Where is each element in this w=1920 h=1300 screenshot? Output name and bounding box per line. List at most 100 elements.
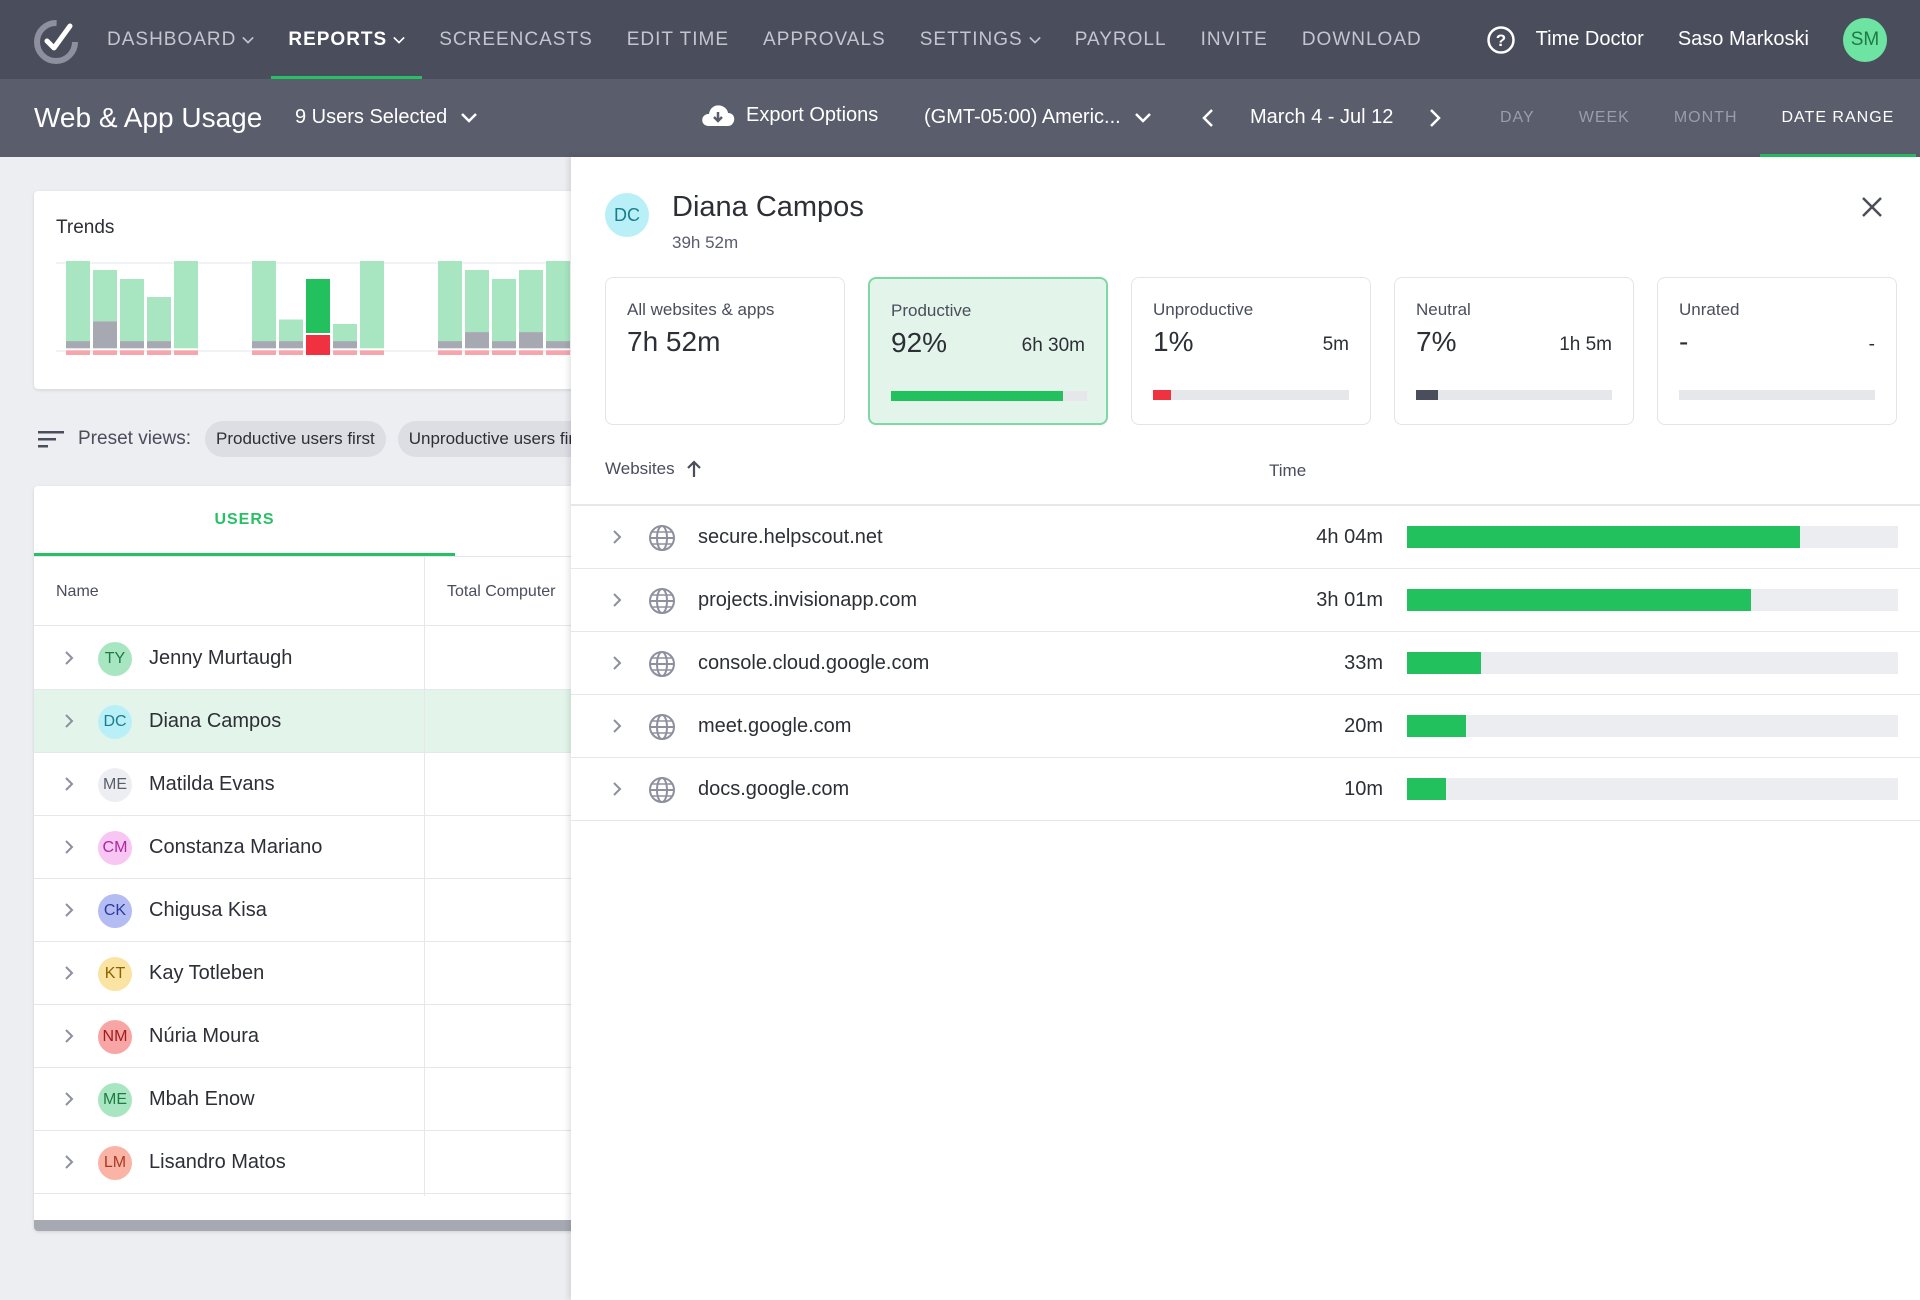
trend-bar-productive[interactable] [465, 270, 489, 333]
trend-bar-unproductive[interactable] [66, 350, 90, 355]
list-item[interactable]: docs.google.com 10m [571, 758, 1920, 821]
trend-bar-unproductive[interactable] [120, 350, 144, 355]
trend-bar-neutral[interactable] [252, 341, 276, 349]
nav-item-invite[interactable]: INVITE [1184, 0, 1285, 79]
trend-bar-productive[interactable] [306, 279, 330, 333]
trend-bar-productive[interactable] [147, 297, 171, 342]
trend-bar-unproductive[interactable] [279, 350, 303, 355]
list-item[interactable]: projects.invisionapp.com 3h 01m [571, 569, 1920, 632]
stat-card-neutral[interactable]: Neutral 7% 1h 5m [1394, 277, 1634, 425]
user-avatar[interactable]: SM [1843, 17, 1887, 62]
table-row[interactable]: TY Jenny Murtaugh [34, 627, 594, 690]
trend-bar-neutral[interactable] [438, 341, 462, 349]
trend-bar-productive[interactable] [333, 324, 357, 342]
trend-bar-unproductive[interactable] [252, 350, 276, 355]
trend-bar-productive[interactable] [546, 261, 570, 342]
trend-bar-unproductive[interactable] [360, 350, 384, 355]
trend-bar-neutral[interactable] [279, 341, 303, 349]
stat-card-unrated[interactable]: Unrated - - [1657, 277, 1897, 425]
panel-total-time: 39h 52m [672, 233, 739, 252]
trend-bar-neutral[interactable] [492, 341, 516, 349]
chevron-left-icon[interactable] [1198, 107, 1220, 129]
chevron-right-icon[interactable] [1423, 107, 1445, 129]
list-item[interactable]: secure.helpscout.net 4h 04m [571, 506, 1920, 569]
nav-item-download[interactable]: DOWNLOAD [1285, 0, 1439, 79]
table-row[interactable]: ME Matilda Evans [34, 753, 594, 816]
stat-progress-bar [1416, 390, 1612, 400]
trend-bar-unproductive[interactable] [147, 350, 171, 355]
nav-item-dashboard[interactable]: DASHBOARD [107, 0, 271, 79]
tab-date-range[interactable]: DATE RANGE [1759, 79, 1917, 157]
trend-bar-unproductive[interactable] [174, 350, 198, 355]
websites-column-header[interactable]: Websites [605, 459, 701, 479]
column-header-total-computer[interactable]: Total Computer [447, 583, 556, 600]
nav-item-settings[interactable]: SETTINGS [903, 0, 1058, 79]
stat-card-all-websites-apps[interactable]: All websites & apps 7h 52m [605, 277, 845, 425]
stat-card-productive[interactable]: Productive 92% 6h 30m [868, 277, 1108, 425]
preset-chip-unproductive[interactable]: Unproductive users first [397, 421, 599, 457]
trend-bar-unproductive[interactable] [438, 350, 462, 355]
user-name: Chigusa Kisa [149, 899, 267, 921]
trend-bar-neutral[interactable] [147, 341, 171, 349]
nav-item-approvals[interactable]: APPROVALS [746, 0, 903, 79]
trend-bar-unproductive[interactable] [333, 350, 357, 355]
table-row[interactable]: DC Diana Campos [34, 690, 594, 753]
nav-item-screencasts[interactable]: SCREENCASTS [422, 0, 610, 79]
date-range-label[interactable]: March 4 - Jul 12 [1250, 106, 1394, 128]
table-row[interactable]: CM Constanza Mariano [34, 816, 594, 879]
tab-day[interactable]: DAY [1500, 109, 1535, 126]
tab-users[interactable]: USERS [34, 486, 455, 556]
stat-card-unproductive[interactable]: Unproductive 1% 5m [1131, 277, 1371, 425]
preset-chip-productive[interactable]: Productive users first [204, 421, 386, 457]
trend-bar-unproductive[interactable] [306, 335, 330, 355]
column-header-name[interactable]: Name [56, 583, 99, 600]
trend-bar-productive[interactable] [360, 261, 384, 349]
trend-bar-productive[interactable] [279, 319, 303, 342]
trend-bar-unproductive[interactable] [546, 350, 570, 355]
nav-item-edit-time[interactable]: EDIT TIME [610, 0, 746, 79]
nav-item-reports[interactable]: REPORTS [271, 0, 423, 79]
organization-name[interactable]: Time Doctor [1535, 28, 1644, 50]
trend-bar-unproductive[interactable] [492, 350, 516, 355]
trend-bar-unproductive[interactable] [93, 350, 117, 355]
trend-bar-neutral[interactable] [546, 341, 570, 349]
trend-bar-neutral[interactable] [519, 332, 543, 349]
user-name[interactable]: Saso Markoski [1677, 28, 1809, 50]
trend-bar-unproductive[interactable] [465, 350, 489, 355]
chevron-right-icon [65, 966, 74, 980]
trend-bar-productive[interactable] [120, 279, 144, 342]
time-column-header[interactable]: Time [1269, 461, 1307, 480]
timezone-selector[interactable]: (GMT-05:00) Americ... [924, 106, 1151, 129]
trend-bar-productive[interactable] [174, 261, 198, 349]
table-row[interactable]: KT Kay Totleben [34, 942, 594, 1005]
avatar: KT [98, 957, 132, 991]
list-item[interactable]: meet.google.com 20m [571, 695, 1920, 758]
table-row[interactable]: LM Lisandro Matos [34, 1131, 594, 1194]
trend-bar-neutral[interactable] [66, 341, 90, 349]
time-doctor-logo-icon[interactable] [32, 16, 80, 64]
trend-bar-neutral[interactable] [93, 321, 117, 349]
close-icon[interactable] [1860, 195, 1884, 219]
tab-month[interactable]: MONTH [1673, 109, 1738, 126]
trend-bar-neutral[interactable] [465, 332, 489, 349]
table-row[interactable]: ME Mbah Enow [34, 1068, 594, 1131]
table-row[interactable]: CK Chigusa Kisa [34, 879, 594, 942]
table-row[interactable]: NM Núria Moura [34, 1005, 594, 1068]
trend-bar-productive[interactable] [93, 270, 117, 322]
horizontal-scrollbar[interactable] [34, 1220, 594, 1231]
trend-bar-productive[interactable] [519, 270, 543, 333]
trend-bar-productive[interactable] [66, 261, 90, 342]
help-icon[interactable]: ? [1486, 25, 1516, 55]
tab-week[interactable]: WEEK [1578, 109, 1630, 126]
list-item[interactable]: console.cloud.google.com 33m [571, 632, 1920, 695]
trend-bar-neutral[interactable] [333, 341, 357, 349]
trend-bar-productive[interactable] [492, 279, 516, 342]
export-options-button[interactable]: Export Options [700, 102, 878, 128]
users-selector[interactable]: 9 Users Selected [295, 106, 478, 129]
export-options-label: Export Options [746, 103, 879, 126]
trend-bar-productive[interactable] [438, 261, 462, 342]
trend-bar-productive[interactable] [252, 261, 276, 342]
trend-bar-unproductive[interactable] [519, 350, 543, 355]
trend-bar-neutral[interactable] [120, 341, 144, 349]
nav-item-payroll[interactable]: PAYROLL [1058, 0, 1184, 79]
